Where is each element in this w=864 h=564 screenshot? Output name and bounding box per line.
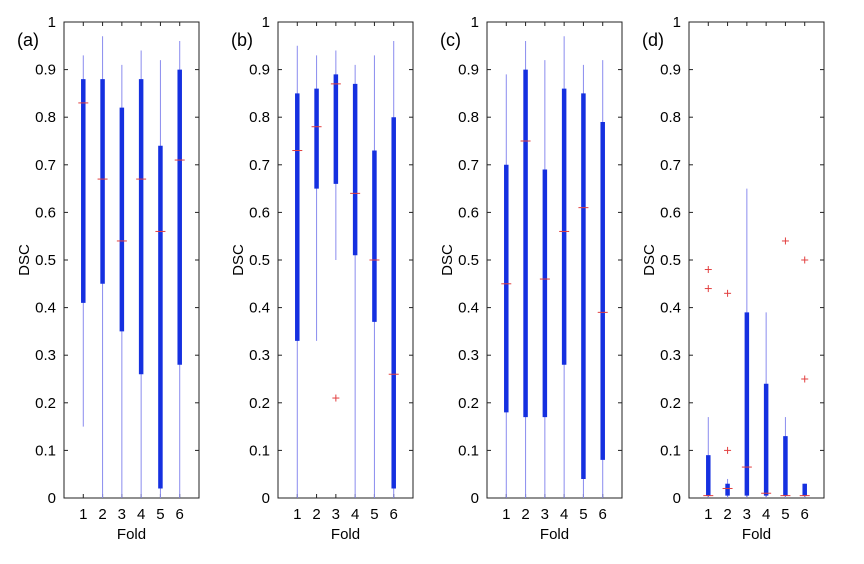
x-tick-label: 4 — [137, 506, 145, 523]
y-tick-label: 0.6 — [249, 204, 270, 221]
y-tick-label: 0.4 — [458, 300, 479, 317]
x-tick-label: 5 — [156, 506, 164, 523]
y-tick-label: 0.6 — [458, 204, 479, 221]
y-axis-label: DSC — [16, 244, 33, 276]
y-tick-label: 0.9 — [249, 62, 270, 79]
y-tick-label: 0.9 — [660, 62, 681, 79]
x-axis-label: Fold — [540, 526, 569, 543]
x-tick-label: 2 — [98, 506, 106, 523]
y-tick-label: 0.3 — [249, 347, 270, 364]
x-tick-label: 3 — [743, 506, 751, 523]
x-tick-label: 1 — [293, 506, 301, 523]
x-tick-label: 5 — [781, 506, 789, 523]
y-tick-label: 0.1 — [458, 442, 479, 459]
y-tick-label: 0 — [48, 490, 56, 507]
y-tick-label: 0.1 — [35, 442, 56, 459]
y-tick-label: 0.7 — [660, 157, 681, 174]
y-tick-label: 0.2 — [35, 395, 56, 412]
y-tick-label: 0.5 — [35, 252, 56, 269]
x-tick-label: 4 — [560, 506, 568, 523]
y-tick-label: 0.4 — [249, 300, 270, 317]
x-tick-label: 4 — [762, 506, 770, 523]
y-tick-label: 0.6 — [660, 204, 681, 221]
y-tick-label: 0.6 — [35, 204, 56, 221]
y-tick-label: 0.7 — [249, 157, 270, 174]
y-tick-label: 0.8 — [458, 109, 479, 126]
x-tick-label: 3 — [118, 506, 126, 523]
y-tick-label: 0.8 — [249, 109, 270, 126]
y-tick-label: 0.5 — [249, 252, 270, 269]
y-tick-label: 0.8 — [35, 109, 56, 126]
y-axis-label: DSC — [439, 244, 456, 276]
y-tick-label: 0.7 — [458, 157, 479, 174]
y-tick-label: 0.7 — [35, 157, 56, 174]
panel-3: 00.10.20.30.40.50.60.70.80.911 2 3 4 5 6FoldD… — [439, 14, 623, 543]
x-axis-label: Fold — [331, 526, 360, 543]
y-tick-label: 0.3 — [660, 347, 681, 364]
y-tick-label: 0.1 — [249, 442, 270, 459]
y-tick-label: 0.2 — [660, 395, 681, 412]
x-tick-label: 4 — [351, 506, 359, 523]
y-tick-label: 0.5 — [660, 252, 681, 269]
y-tick-label: 0.4 — [660, 300, 681, 317]
x-tick-label: 6 — [599, 506, 607, 523]
panel-label: (b) — [231, 30, 253, 50]
y-tick-label: 0 — [471, 490, 479, 507]
x-tick-label: 6 — [176, 506, 184, 523]
x-tick-label: 3 — [541, 506, 549, 523]
y-tick-label: 1 — [673, 14, 681, 31]
x-tick-label: 1 — [704, 506, 712, 523]
x-tick-label: 2 — [521, 506, 529, 523]
y-tick-label: 0.5 — [458, 252, 479, 269]
x-tick-label: 6 — [390, 506, 398, 523]
y-tick-label: 0.2 — [458, 395, 479, 412]
y-tick-label: 0 — [673, 490, 681, 507]
panel-1: 00.10.20.30.40.50.60.70.80.911 2 3 4 5 6FoldD… — [16, 14, 200, 543]
x-tick-label: 5 — [579, 506, 587, 523]
y-tick-label: 0.9 — [35, 62, 56, 79]
y-tick-label: 0 — [262, 490, 270, 507]
x-tick-label: 2 — [723, 506, 731, 523]
y-tick-label: 1 — [262, 14, 270, 31]
panel-label: (a) — [17, 30, 39, 50]
y-axis-label: DSC — [641, 244, 658, 276]
x-tick-label: 6 — [801, 506, 809, 523]
x-tick-label: 1 — [79, 506, 87, 523]
x-tick-label: 1 — [502, 506, 510, 523]
y-axis-label: DSC — [230, 244, 247, 276]
x-axis-label: Fold — [742, 526, 771, 543]
y-tick-label: 0.8 — [660, 109, 681, 126]
x-tick-label: 5 — [370, 506, 378, 523]
y-tick-label: 0.9 — [458, 62, 479, 79]
panel-label: (c) — [440, 30, 461, 50]
x-tick-label: 3 — [332, 506, 340, 523]
y-tick-label: 1 — [471, 14, 479, 31]
panel-label: (d) — [642, 30, 664, 50]
y-tick-label: 0.3 — [35, 347, 56, 364]
y-tick-label: 0.4 — [35, 300, 56, 317]
y-tick-label: 0.2 — [249, 395, 270, 412]
y-tick-label: 1 — [48, 14, 56, 31]
panel-4: 00.10.20.30.40.50.60.70.80.911 2 3 4 5 6FoldD… — [641, 14, 825, 543]
x-axis-label: Fold — [117, 526, 146, 543]
y-tick-label: 0.1 — [660, 442, 681, 459]
panel-2: 00.10.20.30.40.50.60.70.80.911 2 3 4 5 6FoldD… — [230, 14, 414, 543]
y-tick-label: 0.3 — [458, 347, 479, 364]
x-tick-label: 2 — [312, 506, 320, 523]
